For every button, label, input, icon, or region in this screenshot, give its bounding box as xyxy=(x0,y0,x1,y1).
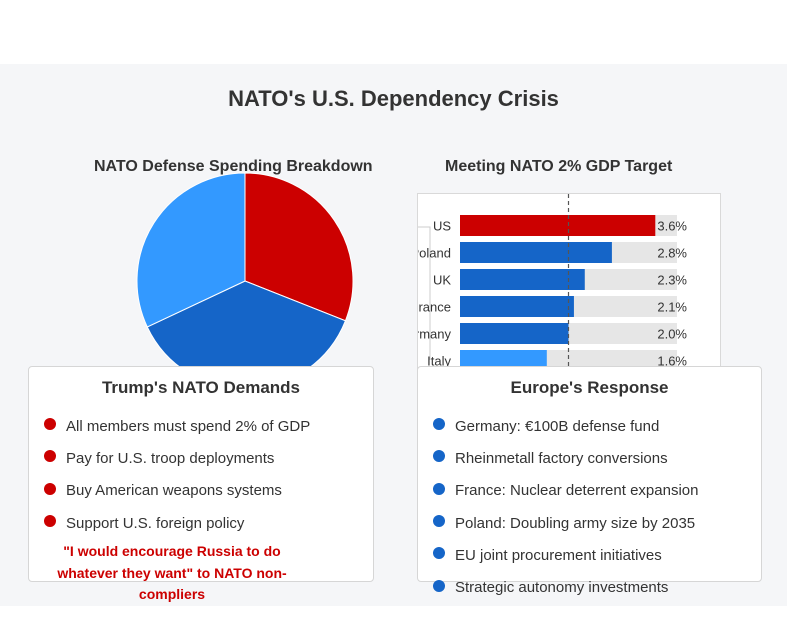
bar-poland xyxy=(460,242,612,263)
value-label: 2.0% xyxy=(657,327,687,342)
category-label: France xyxy=(418,300,451,315)
europe-response-card: Europe's Response Germany: €100B defense… xyxy=(417,366,762,596)
value-label: 2.8% xyxy=(657,246,687,261)
list-item: France: Nuclear deterrent expansion xyxy=(433,475,698,507)
red-bullet-icon xyxy=(44,482,56,495)
trump-demands-title: Trump's NATO Demands xyxy=(101,378,300,397)
bar-chart-title: Meeting NATO 2% GDP Target xyxy=(445,158,673,175)
page-title: NATO's U.S. Dependency Crisis xyxy=(228,86,559,111)
list-item: Buy American weapons systems xyxy=(44,475,310,507)
blue-bullet-icon xyxy=(433,515,445,528)
blue-bullet-icon xyxy=(433,482,445,495)
red-bullet-icon xyxy=(44,418,56,431)
bar-chart: US 3.6% Poland 2.8% UK 2.3% France 2.1% Germany 2… xyxy=(417,193,721,385)
list-item: Strategic autonomy investments xyxy=(433,571,698,603)
list-item: EU joint procurement initiatives xyxy=(433,539,698,571)
bar-italy xyxy=(460,350,547,371)
bar-germany xyxy=(460,323,569,344)
pie-chart-title: NATO Defense Spending Breakdown xyxy=(94,158,373,175)
europe-response-list: Germany: €100B defense fund Rheinmetall … xyxy=(433,410,698,604)
category-label: US xyxy=(433,219,451,234)
trump-demands-list: All members must spend 2% of GDP Pay for… xyxy=(44,410,310,539)
value-label: 1.6% xyxy=(657,354,687,369)
list-item: Support U.S. foreign policy xyxy=(44,507,310,539)
blue-bullet-icon xyxy=(433,579,445,592)
category-axis-line xyxy=(418,226,431,360)
bar-france xyxy=(460,296,574,317)
blue-bullet-icon xyxy=(433,418,445,431)
category-label: UK xyxy=(433,273,451,288)
list-item: Pay for U.S. troop deployments xyxy=(44,442,310,474)
category-label: Italy xyxy=(427,354,451,369)
trump-demands-card: Trump's NATO Demands All members must sp… xyxy=(28,366,374,582)
trump-quote: "I would encourage Russia to do whatever… xyxy=(57,543,287,602)
bar-us xyxy=(460,215,656,236)
pie-slice-0 xyxy=(244,172,354,322)
red-bullet-icon xyxy=(44,515,56,528)
pie-slice-2 xyxy=(136,172,246,328)
list-item: Germany: €100B defense fund xyxy=(433,410,698,442)
pie-chart xyxy=(136,172,354,390)
category-label: Poland xyxy=(418,246,451,261)
category-label: Germany xyxy=(418,327,451,342)
red-bullet-icon xyxy=(44,450,56,463)
value-label: 3.6% xyxy=(657,219,687,234)
bar-uk xyxy=(460,269,585,290)
list-item: Poland: Doubling army size by 2035 xyxy=(433,507,698,539)
europe-response-title: Europe's Response xyxy=(510,378,669,397)
blue-bullet-icon xyxy=(433,450,445,463)
blue-bullet-icon xyxy=(433,547,445,560)
value-label: 2.1% xyxy=(657,300,687,315)
value-label: 2.3% xyxy=(657,273,687,288)
list-item: Rheinmetall factory conversions xyxy=(433,442,698,474)
list-item: All members must spend 2% of GDP xyxy=(44,410,310,442)
